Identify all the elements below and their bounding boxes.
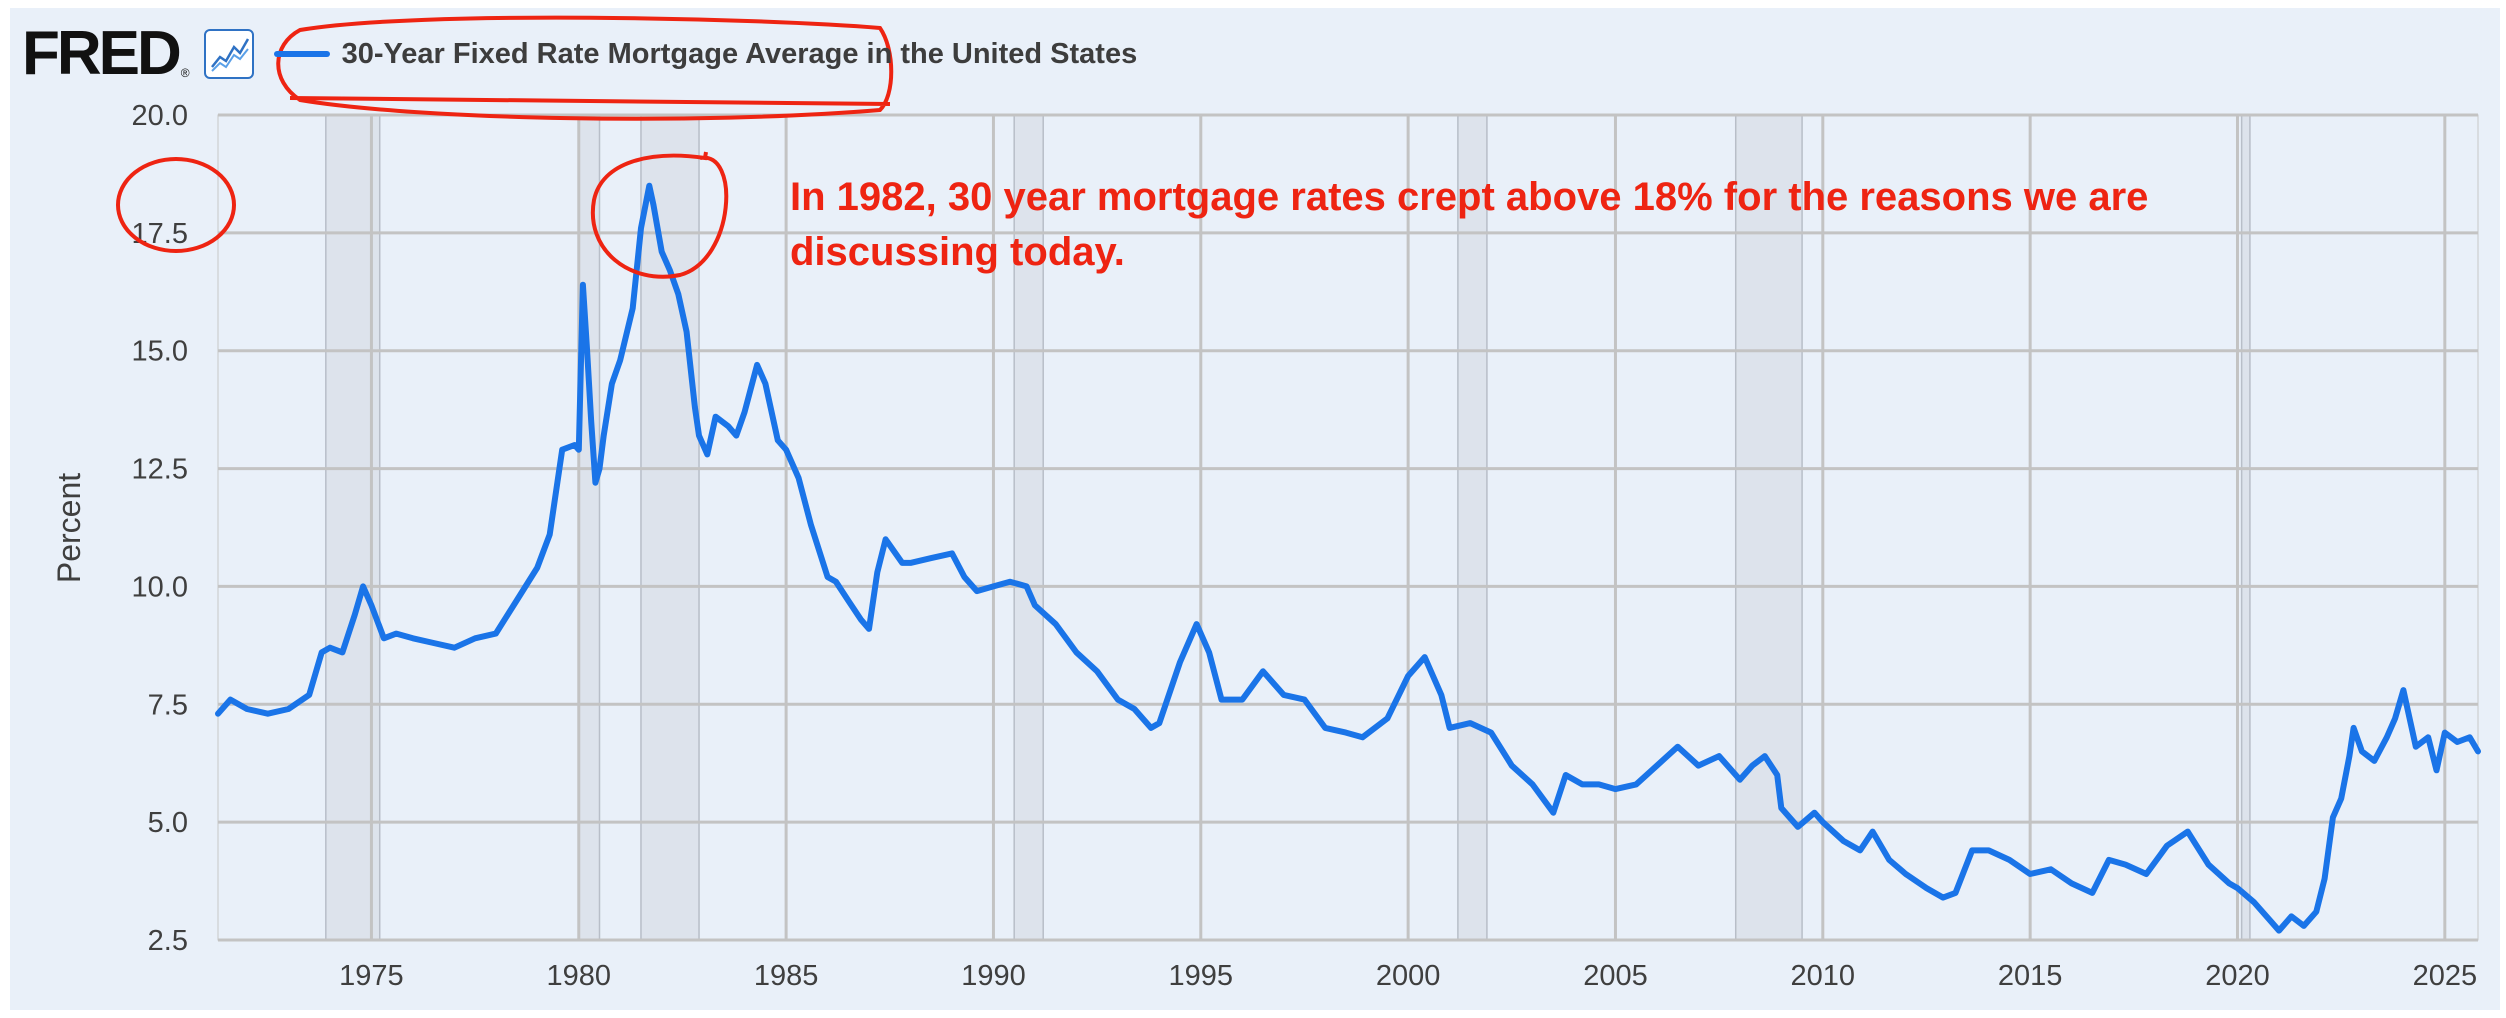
x-tick-label-8: 2015 (1998, 960, 2063, 992)
registered-mark: ® (180, 66, 190, 80)
x-tick-label-3: 1990 (961, 960, 1026, 992)
x-tick-label-0: 1975 (339, 960, 404, 992)
x-tick-label-5: 2000 (1376, 960, 1441, 992)
recession-band-2 (640, 114, 700, 941)
x-tick-label-1: 1980 (547, 960, 612, 992)
series-group (215, 182, 2481, 934)
y-tick-label-7: 20.0 (132, 100, 188, 132)
recession-band-4 (1457, 114, 1488, 941)
peak-circle-mark (590, 151, 729, 279)
x-tick-label-10: 2025 (2413, 960, 2478, 992)
y-tick-label-5: 15.0 (132, 336, 188, 368)
x-tick-labels: 1975 1980 1985 1990 1995 2000 2005 2010 2015 2020… (339, 960, 2477, 992)
y-axis-label: Percent (51, 473, 87, 583)
grid-lines (217, 113, 2479, 942)
annotation-group: In 1982, 30 year mortgage rates crept ab… (790, 175, 2148, 274)
annotation-line-2: discussing today. (790, 230, 1125, 274)
recession-bands (325, 114, 2251, 941)
y-tick-label-0: 2.5 (148, 925, 188, 957)
tick-circle-mark (116, 157, 236, 253)
y-tick-label-6: 17.5 (132, 218, 188, 250)
chart-header: FRED ® 30-Year Fixed Rate Mortgage Avera… (22, 22, 1137, 86)
x-tick-label-4: 1995 (1169, 960, 1234, 992)
fred-logo[interactable]: FRED (22, 19, 182, 88)
hand-drawn-markup (116, 15, 894, 279)
series-line-0 (215, 182, 2481, 934)
x-tick-label-7: 2010 (1791, 960, 1856, 992)
y-tick-label-2: 7.5 (148, 689, 188, 721)
recession-band-5 (1734, 114, 1803, 941)
annotation-line-1: In 1982, 30 year mortgage rates crept ab… (790, 175, 2148, 219)
y-tick-label-3: 10.0 (132, 571, 188, 603)
title-circle-mark (276, 15, 894, 121)
chart-frame (10, 8, 2500, 1010)
x-tick-label-9: 2020 (2205, 960, 2270, 992)
legend-line-swatch (273, 51, 330, 57)
y-tick-labels: 2.5 5.0 7.5 10.0 12.5 15.0 17.5 20.0 (132, 100, 188, 957)
x-tick-label-2: 1985 (754, 960, 819, 992)
series-title[interactable]: 30-Year Fixed Rate Mortgage Average in t… (341, 37, 1138, 70)
recession-band-6 (2240, 114, 2251, 941)
y-tick-label-4: 12.5 (132, 454, 188, 486)
y-tick-label-1: 5.0 (148, 807, 188, 839)
x-tick-label-6: 2005 (1583, 960, 1648, 992)
plot-border (217, 114, 2479, 941)
recession-band-3 (1013, 114, 1044, 941)
line-chart-icon[interactable] (203, 29, 254, 79)
